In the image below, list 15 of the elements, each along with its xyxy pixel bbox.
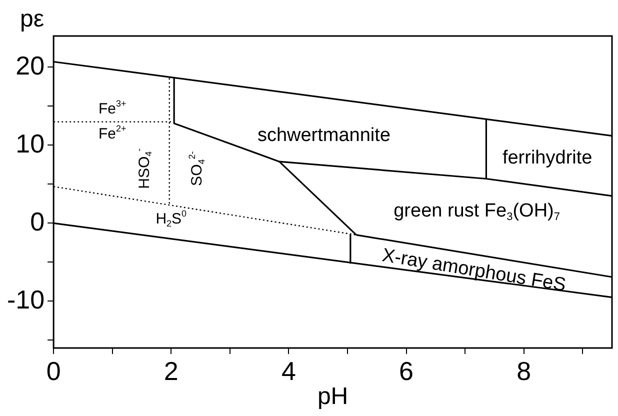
y-tick-label: 10 bbox=[16, 128, 45, 158]
x-axis-title: pH bbox=[317, 383, 348, 410]
x-tick-label: 8 bbox=[516, 356, 532, 386]
x-tick-label: 6 bbox=[399, 356, 414, 386]
y-axis-title: pε bbox=[20, 6, 44, 33]
annotation: HSO4- bbox=[134, 148, 154, 189]
y-tick-label: -10 bbox=[7, 284, 45, 314]
annotation: X-ray amorphous FeS bbox=[380, 245, 568, 296]
y-tick-label: 20 bbox=[16, 50, 45, 80]
x-tick-label: 2 bbox=[164, 356, 178, 386]
annotation: schwertmannite bbox=[257, 125, 391, 146]
annotation: ferrihydrite bbox=[502, 148, 592, 169]
annotation: SO42- bbox=[186, 151, 207, 186]
x-tick-label: 4 bbox=[281, 356, 296, 386]
y-tick-label: 0 bbox=[30, 206, 45, 236]
